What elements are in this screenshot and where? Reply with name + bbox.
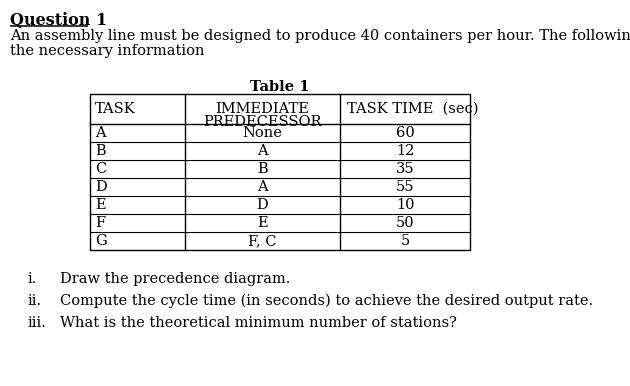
- Text: F, C: F, C: [248, 234, 277, 248]
- Text: Compute the cycle time (in seconds) to achieve the desired output rate.: Compute the cycle time (in seconds) to a…: [60, 294, 593, 308]
- Text: A: A: [95, 126, 106, 140]
- Text: Table 1: Table 1: [250, 80, 310, 94]
- Text: PREDECESSOR: PREDECESSOR: [203, 115, 322, 129]
- Text: 60: 60: [396, 126, 415, 140]
- Text: 35: 35: [396, 162, 415, 176]
- Text: B: B: [257, 162, 268, 176]
- Text: IMMEDIATE: IMMEDIATE: [215, 102, 309, 116]
- Text: the necessary information: the necessary information: [10, 44, 205, 58]
- Text: 50: 50: [396, 216, 415, 230]
- Text: C: C: [95, 162, 106, 176]
- Text: D: D: [95, 180, 106, 194]
- Bar: [90, 94, 470, 250]
- Text: F: F: [95, 216, 105, 230]
- Text: Draw the precedence diagram.: Draw the precedence diagram.: [60, 272, 290, 286]
- Text: None: None: [243, 126, 282, 140]
- Text: 55: 55: [396, 180, 415, 194]
- Text: D: D: [256, 198, 268, 212]
- Text: 12: 12: [396, 144, 414, 158]
- Text: G: G: [95, 234, 106, 248]
- Text: TASK TIME  (sec): TASK TIME (sec): [347, 102, 479, 116]
- Text: A: A: [257, 144, 268, 158]
- Text: ii.: ii.: [28, 294, 42, 308]
- Text: 10: 10: [396, 198, 415, 212]
- Text: A: A: [257, 180, 268, 194]
- Text: B: B: [95, 144, 106, 158]
- Text: TASK: TASK: [95, 102, 135, 116]
- Text: What is the theoretical minimum number of stations?: What is the theoretical minimum number o…: [60, 316, 457, 330]
- Text: Question 1: Question 1: [10, 12, 107, 29]
- Text: E: E: [257, 216, 268, 230]
- Text: An assembly line must be designed to produce 40 containers per hour. The followi: An assembly line must be designed to pro…: [10, 29, 630, 43]
- Text: E: E: [95, 198, 106, 212]
- Text: iii.: iii.: [28, 316, 47, 330]
- Text: 5: 5: [401, 234, 410, 248]
- Text: i.: i.: [28, 272, 37, 286]
